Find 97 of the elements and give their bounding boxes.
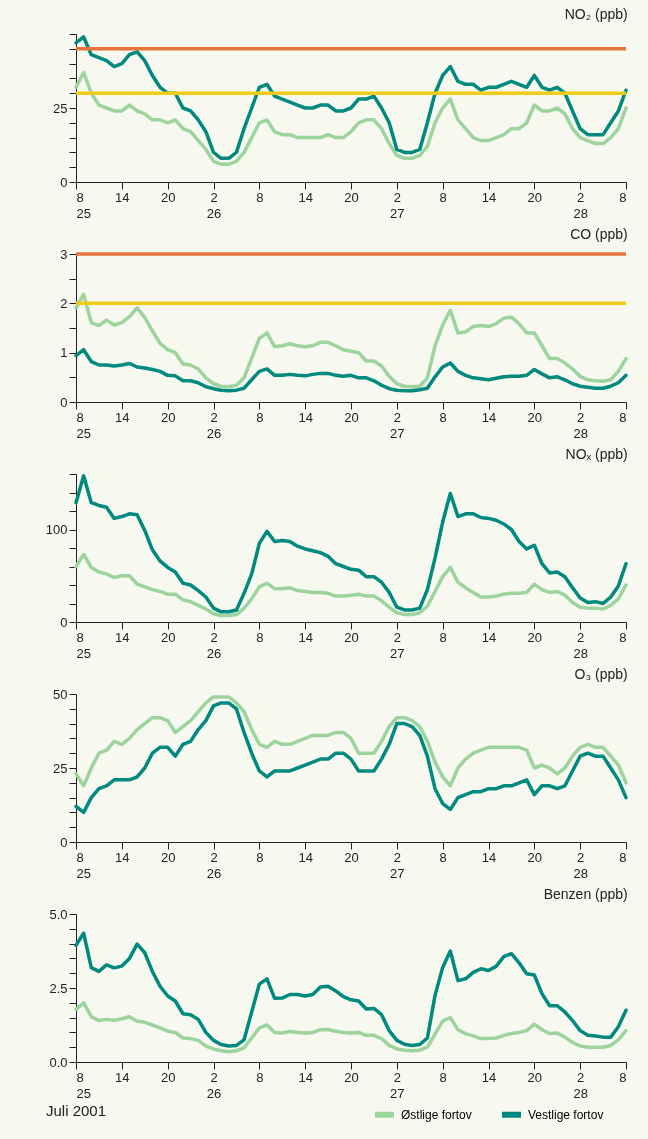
x-tick-label: 20	[344, 189, 359, 205]
x-tick-label: 8 25	[76, 1069, 91, 1101]
x-tick-label: 8 25	[76, 849, 91, 881]
line-series	[74, 1001, 628, 1054]
legend-label: Østlige fortov	[401, 1107, 472, 1122]
x-tick-label: 8	[256, 409, 264, 425]
y-tick-label: 0	[60, 174, 68, 190]
line-series	[74, 695, 628, 788]
y-tick-label: 0	[60, 394, 68, 410]
x-tick-label: 20	[160, 189, 176, 205]
x-tick-label: 20	[527, 189, 543, 205]
x-tick-label: 8 25	[76, 409, 91, 441]
x-tick-label: 2 28	[573, 409, 588, 441]
x-tick-label: 8	[256, 1069, 264, 1085]
y-tick-label: 25	[53, 100, 68, 116]
chart-title: Benzen (ppb)	[543, 886, 628, 902]
x-tick-label: 14	[298, 629, 313, 645]
text: Juli 2001	[46, 1102, 107, 1119]
x-tick-label: 14	[115, 629, 130, 645]
x-tick-label: 14	[115, 849, 130, 865]
x-tick-label: 2 27	[390, 629, 405, 661]
chart-title: O₃ (ppb)	[574, 666, 628, 682]
x-tick-label: 14	[481, 409, 497, 425]
y-tick-label: 3	[60, 246, 68, 262]
x-tick-label: 2 26	[206, 189, 222, 221]
line-series	[74, 35, 628, 161]
x-tick-label: 8	[439, 1069, 447, 1085]
x-tick-label: 8 25	[76, 629, 91, 661]
line-series	[74, 474, 628, 614]
chart-title: CO (ppb)	[570, 226, 628, 242]
x-tick-label: 8 25	[76, 189, 91, 221]
line-series	[74, 292, 628, 389]
x-tick-label: 2 26	[206, 629, 222, 661]
x-tick-label: 8	[439, 849, 447, 865]
y-tick-label: 2.5	[49, 980, 68, 996]
x-tick-label: 8	[439, 189, 447, 205]
x-tick-label: 8	[619, 1069, 627, 1085]
y-tick-label: 50	[53, 686, 68, 702]
x-tick-label: 8	[619, 409, 627, 425]
x-tick-label: 8	[256, 629, 264, 645]
x-tick-label: 20	[344, 849, 359, 865]
x-tick-label: 20	[160, 409, 176, 425]
x-tick-label: 2 28	[573, 1069, 588, 1101]
x-tick-label: 2 27	[390, 409, 405, 441]
x-tick-label: 20	[527, 849, 543, 865]
x-tick-label: 14	[481, 849, 497, 865]
x-tick-label: 14	[298, 189, 313, 205]
x-tick-label: 14	[115, 1069, 130, 1085]
x-tick-label: 8	[619, 849, 627, 865]
x-tick-label: 8	[619, 629, 627, 645]
x-tick-label: 14	[298, 1069, 313, 1085]
x-tick-label: 2 27	[390, 1069, 405, 1101]
x-tick-label: 14	[115, 409, 130, 425]
x-tick-label: 8	[619, 189, 627, 205]
y-tick-label: 5.0	[49, 906, 68, 922]
y-tick-label: 0	[60, 614, 68, 630]
x-tick-label: 2 26	[206, 1069, 222, 1101]
x-tick-label: 8	[256, 849, 264, 865]
y-tick-label: 0.0	[49, 1054, 68, 1070]
y-tick-label: 2	[60, 295, 68, 311]
y-tick-label: 25	[53, 760, 68, 776]
x-tick-label: 2 26	[206, 409, 222, 441]
y-tick-label: 100	[45, 522, 68, 537]
x-tick-label: 20	[160, 629, 176, 645]
x-tick-label: 20	[344, 409, 359, 425]
x-tick-label: 20	[160, 1069, 176, 1085]
x-tick-label: 20	[344, 1069, 359, 1085]
x-tick-label: 8	[439, 629, 447, 645]
x-tick-label: 14	[298, 849, 313, 865]
x-tick-label: 20	[527, 629, 543, 645]
line-series	[74, 70, 628, 166]
legend-label: Vestlige fortov	[528, 1107, 604, 1122]
line-series	[74, 552, 628, 618]
x-tick-label: 2 27	[390, 849, 405, 881]
x-tick-label: 20	[160, 849, 176, 865]
x-tick-label: 14	[481, 189, 497, 205]
x-tick-label: 2 27	[390, 189, 405, 221]
x-tick-label: 8	[256, 189, 264, 205]
x-tick-label: 2 28	[573, 849, 588, 881]
line-series	[74, 931, 628, 1048]
x-tick-label: 14	[481, 629, 497, 645]
x-tick-label: 2 28	[573, 629, 588, 661]
chart-title: NOₓ (ppb)	[565, 446, 628, 462]
x-tick-label: 8	[439, 409, 447, 425]
x-tick-label: 2 26	[206, 849, 222, 881]
x-tick-label: 14	[115, 189, 130, 205]
x-tick-label: 14	[481, 1069, 497, 1085]
y-tick-label: 0	[60, 834, 68, 850]
line-series	[74, 347, 628, 393]
y-tick-label: 1	[60, 345, 68, 361]
x-tick-label: 20	[527, 409, 543, 425]
chart-title: NO₂ (ppb)	[564, 6, 628, 22]
x-tick-label: 2 28	[573, 189, 588, 221]
line-series	[74, 701, 628, 815]
x-tick-label: 20	[527, 1069, 543, 1085]
x-tick-label: 20	[344, 629, 359, 645]
x-tick-label: 14	[298, 409, 313, 425]
